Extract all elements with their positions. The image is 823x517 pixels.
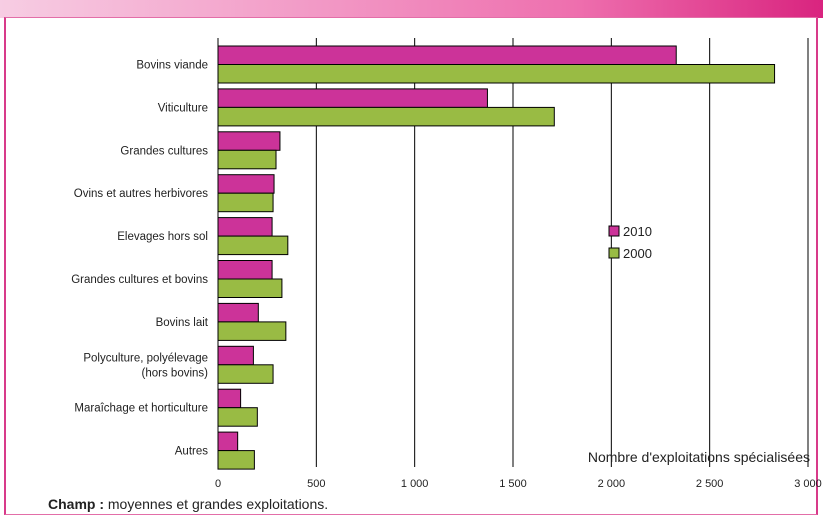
bar-2010-1 — [217, 88, 488, 108]
x-tick-label-0: 0 — [215, 478, 221, 490]
scope-note-label: Champ : — [48, 496, 104, 512]
category-label-7: Polyculture, polyélevage (hors bovins) — [83, 352, 208, 379]
scope-note: Champ : moyennes et grandes exploitation… — [48, 496, 328, 512]
bar-2000-1 — [217, 106, 555, 127]
bars — [217, 45, 776, 470]
bar-2000-7 — [217, 364, 274, 384]
header-band — [0, 0, 823, 18]
bar-2010-5 — [217, 260, 273, 280]
x-tick-label-5: 2 500 — [696, 478, 724, 490]
x-tick-label-4: 2 000 — [598, 478, 626, 490]
bar-2000-9 — [217, 450, 255, 470]
bar-2010-0 — [217, 45, 677, 65]
x-tick-label-2: 1 000 — [401, 478, 429, 490]
legend-swatch-2000 — [608, 247, 620, 259]
category-labels: Bovins viande Viticulture Grandes cultures… — [71, 60, 209, 458]
legend-label-2000: 2000 — [623, 246, 652, 261]
legend-label-2010: 2010 — [623, 224, 652, 239]
bar-2000-0 — [217, 64, 776, 84]
category-label-1: Viticulture — [158, 102, 208, 114]
bar-2010-3 — [217, 174, 275, 194]
bar-2000-5 — [217, 278, 283, 298]
bar-2010-6 — [217, 302, 259, 323]
x-tick-labels: 0 500 1 000 1 500 2 000 2 500 3 000 — [215, 478, 822, 490]
bar-2010-9 — [217, 431, 239, 452]
category-label-5: Grandes cultures et bovins — [71, 274, 208, 286]
category-label-8: Maraîchage et horticulture — [74, 403, 208, 415]
bar-2010-4 — [217, 217, 273, 237]
category-label-0: Bovins viande — [136, 60, 208, 72]
bar-2000-3 — [217, 192, 274, 213]
category-label-9: Autres — [175, 446, 208, 458]
bar-2000-6 — [217, 321, 287, 341]
bar-2010-7 — [217, 345, 254, 366]
category-label-3: Ovins et autres herbivores — [74, 188, 208, 200]
bar-2000-2 — [217, 149, 277, 170]
x-tick-label-1: 500 — [307, 478, 325, 490]
bar-chart: Bovins viande Viticulture Grandes cultures… — [71, 38, 822, 490]
bar-2000-8 — [217, 407, 258, 427]
bar-2010-2 — [217, 131, 281, 151]
category-label-4: Elevages hors sol — [117, 231, 208, 243]
bar-2000-4 — [217, 235, 289, 256]
bar-2010-8 — [217, 388, 242, 409]
scope-note-text: moyennes et grandes exploitations. — [104, 496, 329, 512]
legend-swatch-2010 — [608, 225, 620, 237]
legend: 2010 2000 — [608, 224, 652, 261]
figure-frame — [4, 17, 818, 515]
x-axis-label: Nombre d'exploitations spécialisées — [588, 449, 810, 465]
category-label-6: Bovins lait — [156, 317, 209, 329]
x-tick-label-3: 1 500 — [499, 478, 527, 490]
category-label-2: Grandes cultures — [120, 145, 208, 157]
x-tick-label-6: 3 000 — [794, 478, 822, 490]
